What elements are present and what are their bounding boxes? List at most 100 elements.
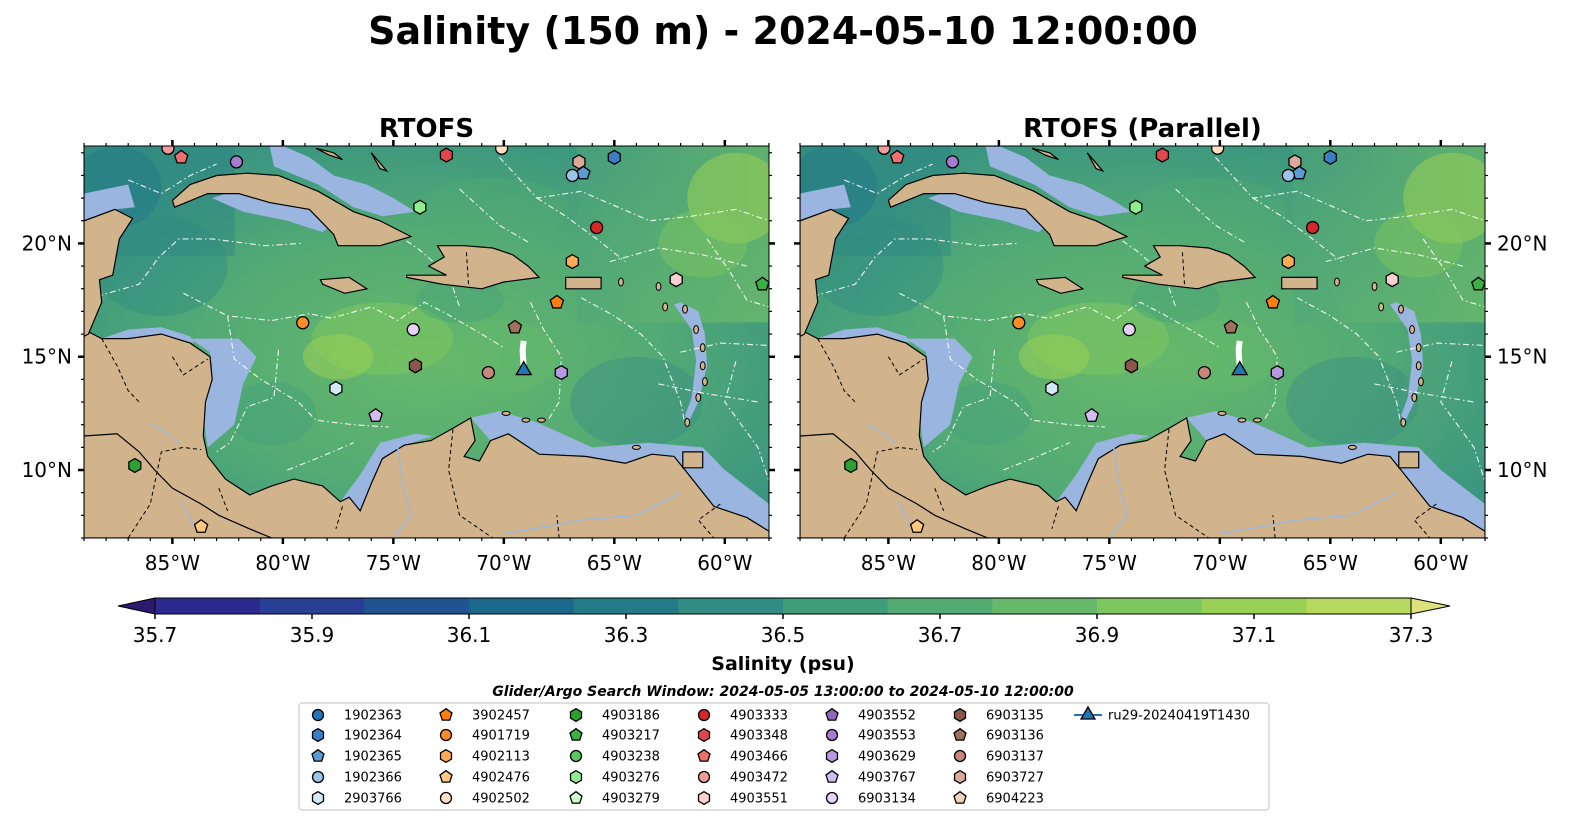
- legend-label: 6903136: [986, 729, 1044, 744]
- marker-6903134: [406, 322, 420, 337]
- lat-tick-label: 15°N: [1497, 345, 1547, 369]
- colorbar-swatch: [259, 598, 365, 614]
- lon-tick-label: 65°W: [587, 551, 642, 575]
- lon-tick-label: 85°W: [145, 551, 200, 575]
- legend-label: 4903186: [602, 709, 660, 724]
- marker-4902476: [909, 518, 925, 533]
- legend-item-4903767: 4903767: [825, 769, 916, 786]
- legend-label: 4903466: [730, 750, 788, 765]
- colorbar-tick-label: 35.7: [133, 623, 178, 647]
- legend-label: 4903348: [730, 729, 788, 744]
- legend-item-4903186: 4903186: [569, 707, 660, 724]
- marker-6903727: [1288, 154, 1302, 170]
- legend-marker: [697, 770, 711, 784]
- legend-item-4903279: 4903279: [569, 790, 660, 807]
- legend-label: 6903134: [858, 792, 916, 807]
- legend-label: 4902502: [472, 792, 530, 807]
- colorbar-swatch: [783, 598, 889, 614]
- marker-4902113: [1281, 253, 1295, 270]
- marker-4903348: [1155, 147, 1170, 163]
- legend-marker: [953, 727, 967, 741]
- land-florida: [954, 146, 1000, 147]
- marker-4903333: [1305, 220, 1320, 235]
- legend-label: 2903766: [344, 792, 402, 807]
- colorbar-swatch: [469, 598, 575, 614]
- legend-marker: [439, 728, 453, 742]
- marker-4902476: [193, 518, 209, 533]
- legend-marker: [697, 748, 711, 762]
- legend-label: 4903276: [602, 771, 660, 786]
- land-mexico: [800, 146, 850, 337]
- marker-1902366: [1281, 168, 1295, 183]
- colorbar-swatch: [1306, 598, 1412, 614]
- land-bahamas1: [315, 147, 343, 161]
- marker-4903553: [945, 155, 960, 169]
- colorbar-tick-label: 36.9: [1075, 623, 1120, 647]
- legend-item-4903552: 4903552: [825, 707, 916, 724]
- marker-4903472: [877, 146, 891, 155]
- legend-marker: [311, 708, 325, 722]
- marker-3902457: [1265, 294, 1281, 309]
- land-florida: [238, 146, 284, 147]
- legend-label: 4903472: [730, 771, 788, 786]
- marker-6903137: [1197, 365, 1212, 380]
- lon-tick-label: 70°W: [476, 551, 531, 575]
- legend-item-1902363: 1902363: [311, 708, 402, 724]
- marker-6903136: [1223, 319, 1239, 334]
- legend-label: 1902365: [344, 750, 402, 765]
- marker-4903466: [173, 149, 189, 164]
- marker-4903629: [554, 364, 568, 381]
- marker-ru29-20240419T1430: [515, 360, 533, 376]
- marker-4903217: [1471, 276, 1485, 291]
- marker-4903348: [439, 147, 454, 163]
- land-bahamas2: [1086, 152, 1105, 173]
- lon-tick-label: 60°W: [697, 551, 752, 575]
- colorbar-swatch: [155, 598, 261, 614]
- lat-tick-label: 20°N: [22, 231, 72, 255]
- legend-label: 4901719: [472, 729, 530, 744]
- marker-1902365: [576, 165, 591, 180]
- legend-item-4902502: 4902502: [439, 792, 530, 807]
- legend-item-6903134: 6903134: [825, 792, 916, 807]
- marker-1902365: [1292, 165, 1307, 180]
- legend-label: 6903137: [986, 750, 1044, 765]
- marker-4901719: [296, 316, 310, 330]
- colorbar-extend-high: [1410, 597, 1451, 615]
- legend-marker: [569, 769, 583, 785]
- legend-marker: [439, 769, 453, 783]
- marker-4903276: [413, 199, 427, 215]
- legend-item-4903629: 4903629: [825, 748, 916, 765]
- legend-marker: [311, 770, 325, 784]
- marker-4903333: [589, 220, 604, 235]
- legend-item-6903137: 6903137: [953, 750, 1044, 765]
- panel-title: RTOFS: [379, 114, 474, 144]
- colorbar-tick-label: 37.1: [1232, 623, 1277, 647]
- legend-label: 4903629: [858, 750, 916, 765]
- legend-marker: [439, 707, 453, 721]
- platform-legend: 1902363 1902364 1902365 1902366 2903766 39024…: [298, 702, 1270, 811]
- colorbar-extend-low: [117, 597, 156, 615]
- legend-marker: [825, 728, 839, 742]
- marker-6903135: [408, 358, 423, 374]
- legend-item-4903553: 4903553: [825, 728, 916, 744]
- land-jamaica: [319, 276, 369, 294]
- marker-4901719: [1012, 316, 1026, 330]
- legend-item-2903766: 2903766: [311, 790, 402, 807]
- legend-label: 4903238: [602, 750, 660, 765]
- map-panel-rtofs: RTOFS 85°W 80°W 75°W 70°W 65°W 60°W 10°N 15°N 20°…: [22, 114, 775, 575]
- marker-4903466: [889, 149, 905, 164]
- legend-item-4903276: 4903276: [569, 769, 660, 786]
- marker-4903767: [1084, 407, 1100, 422]
- search-window-caption: Glider/Argo Search Window: 2024-05-05 13…: [492, 684, 1074, 700]
- marker-6903727: [572, 154, 586, 170]
- marker-4902502: [494, 146, 509, 155]
- land-cuba: [171, 172, 413, 247]
- legend-item-4903238: 4903238: [569, 750, 660, 765]
- lat-tick-label: 10°N: [1497, 458, 1547, 482]
- legend-label: 1902364: [344, 729, 402, 744]
- legend-label: 6903135: [986, 709, 1044, 724]
- lon-tick-label: 65°W: [1303, 551, 1358, 575]
- legend-label: 4903333: [730, 709, 788, 724]
- legend-label: 6903727: [986, 771, 1044, 786]
